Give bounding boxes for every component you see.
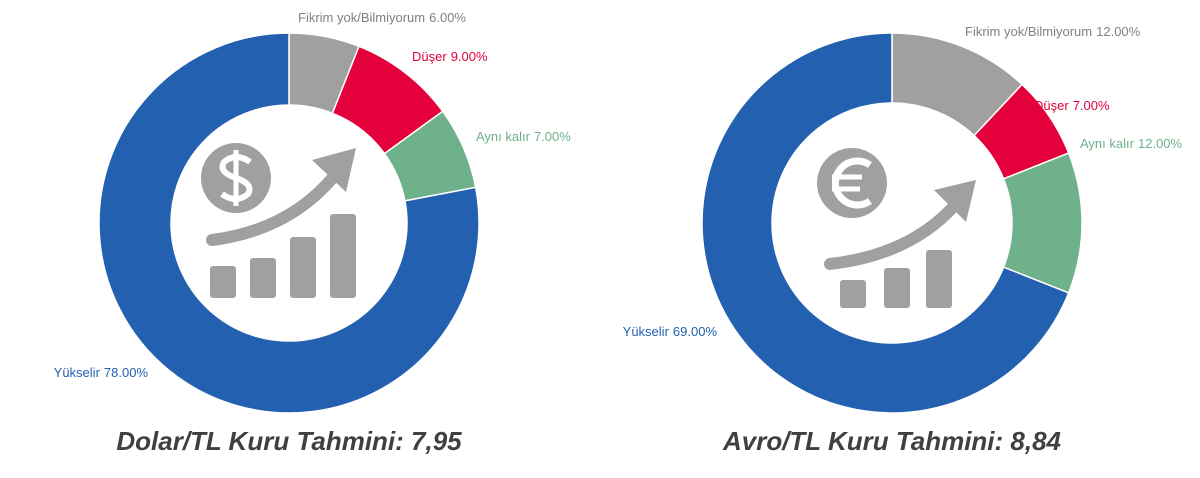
category-label: Aynı kalır (1080, 136, 1135, 151)
data-label: Aynı kalır 7.00% (476, 129, 571, 144)
category-label: Fikrim yok/Bilmiyorum (965, 24, 1092, 39)
data-label: Düşer 7.00% (1034, 98, 1110, 113)
dollar-icon (201, 143, 356, 298)
data-label: Aynı kalır 12.00% (1080, 136, 1182, 151)
value-label: 12.00% (1096, 24, 1141, 39)
donut-segment (98, 32, 480, 414)
donut (701, 32, 1070, 414)
value-label: 7.00% (534, 129, 571, 144)
category-label: Düşer (412, 49, 447, 64)
data-label: Fikrim yok/Bilmiyorum 6.00% (298, 10, 466, 25)
data-label: Yükselir 78.00% (54, 365, 149, 380)
category-label: Yükselir (54, 365, 101, 380)
value-label: 69.00% (673, 324, 718, 339)
icons (201, 143, 976, 308)
data-label: Fikrim yok/Bilmiyorum 12.00% (965, 24, 1141, 39)
data-label: Yükselir 69.00% (623, 324, 718, 339)
donut-segment (701, 32, 1070, 414)
category-label: Yükselir (623, 324, 670, 339)
chart-title: Dolar/TL Kuru Tahmini: 7,95 (116, 426, 462, 456)
value-label: 7.00% (1073, 98, 1110, 113)
category-label: Aynı kalır (476, 129, 531, 144)
category-label: Fikrim yok/Bilmiyorum (298, 10, 425, 25)
euro-icon (817, 148, 976, 308)
value-label: 12.00% (1138, 136, 1183, 151)
value-label: 6.00% (429, 10, 466, 25)
value-label: 9.00% (451, 49, 488, 64)
chart-title: Avro/TL Kuru Tahmini: 8,84 (722, 426, 1062, 456)
value-label: 78.00% (104, 365, 149, 380)
donut (98, 32, 480, 414)
category-label: Düşer (1034, 98, 1069, 113)
data-label: Düşer 9.00% (412, 49, 488, 64)
